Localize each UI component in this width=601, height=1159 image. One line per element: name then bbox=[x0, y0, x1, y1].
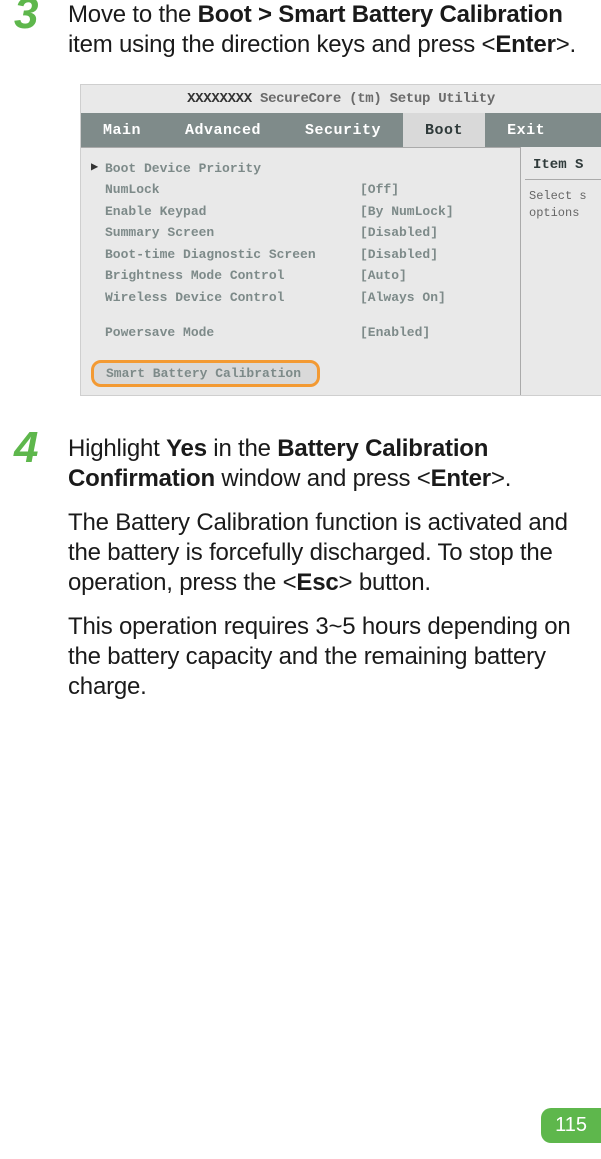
bios-screenshot: XXXXXXXX SecureCore (tm) Setup Utility M… bbox=[80, 84, 601, 396]
bold: Yes bbox=[166, 435, 207, 462]
bios-row: NumLock [Off] bbox=[91, 179, 520, 200]
bios-row-powersave: Powersave Mode [Enabled] bbox=[91, 322, 520, 343]
bios-tabs: Main Advanced Security Boot Exit bbox=[81, 113, 601, 147]
bold: Esc bbox=[296, 569, 338, 596]
step-4-p2: The Battery Calibration function is acti… bbox=[68, 508, 579, 598]
bios-tab-exit: Exit bbox=[485, 113, 567, 147]
step-number-3: 3 bbox=[14, 0, 38, 36]
bios-label: NumLock bbox=[105, 179, 360, 200]
text: > button. bbox=[339, 569, 431, 596]
bios-value: [Always On] bbox=[360, 287, 446, 308]
step-number-4: 4 bbox=[14, 426, 38, 470]
bios-label: Summary Screen bbox=[105, 222, 360, 243]
bios-title: XXXXXXXX SecureCore (tm) Setup Utility bbox=[81, 85, 601, 113]
bios-right-title: Item S bbox=[525, 147, 601, 179]
bios-label: Wireless Device Control bbox=[105, 287, 360, 308]
bold: Boot > Smart Battery Calibration bbox=[198, 1, 563, 28]
caret-spacer bbox=[91, 222, 101, 243]
text: window and press < bbox=[215, 465, 431, 492]
page-number: 115 bbox=[541, 1108, 601, 1143]
bios-left-panel: ▶ Boot Device Priority NumLock [Off] Ena… bbox=[81, 147, 521, 395]
bios-body: ▶ Boot Device Priority NumLock [Off] Ena… bbox=[81, 147, 601, 395]
bios-label: Boot-time Diagnostic Screen bbox=[105, 244, 360, 265]
bios-value: [Disabled] bbox=[360, 244, 438, 265]
bold: Enter bbox=[495, 31, 555, 58]
bios-value: [Auto] bbox=[360, 265, 407, 286]
bios-tab-boot: Boot bbox=[403, 113, 485, 147]
bios-right-panel: Item S Select s options bbox=[525, 147, 601, 395]
bios-label: Powersave Mode bbox=[105, 322, 360, 343]
caret-spacer bbox=[91, 201, 101, 222]
bios-value: [Off] bbox=[360, 179, 399, 200]
text: in the bbox=[207, 435, 277, 462]
bios-row: Boot-time Diagnostic Screen [Disabled] bbox=[91, 244, 520, 265]
step-3-text: Move to the Boot > Smart Battery Calibra… bbox=[68, 0, 579, 60]
caret-spacer bbox=[91, 287, 101, 308]
bios-right-text: Select s options bbox=[525, 180, 601, 222]
bios-row: ▶ Boot Device Priority bbox=[91, 158, 520, 179]
step-3: 3 Move to the Boot > Smart Battery Calib… bbox=[22, 0, 579, 60]
bios-value: [By NumLock] bbox=[360, 201, 454, 222]
text: Move to the bbox=[68, 1, 198, 28]
bios-title-rest: SecureCore (tm) Setup Utility bbox=[252, 91, 495, 107]
text: item using the direction keys and press … bbox=[68, 31, 495, 58]
caret-spacer bbox=[91, 265, 101, 286]
bios-row: Enable Keypad [By NumLock] bbox=[91, 201, 520, 222]
bios-tab-advanced: Advanced bbox=[163, 113, 283, 147]
text: options bbox=[529, 206, 579, 220]
text: Highlight bbox=[68, 435, 166, 462]
caret-spacer bbox=[91, 322, 101, 343]
text: >. bbox=[556, 31, 576, 58]
caret-spacer bbox=[91, 244, 101, 265]
step-4: 4 Highlight Yes in the Battery Calibrati… bbox=[22, 434, 579, 702]
bios-tab-main: Main bbox=[81, 113, 163, 147]
bios-value: [Enabled] bbox=[360, 322, 430, 343]
bios-label: Brightness Mode Control bbox=[105, 265, 360, 286]
bios-title-x: XXXXXXXX bbox=[187, 91, 252, 107]
caret-icon: ▶ bbox=[91, 158, 101, 179]
step-4-p1: Highlight Yes in the Battery Calibration… bbox=[68, 434, 579, 494]
bios-row: Summary Screen [Disabled] bbox=[91, 222, 520, 243]
text: Select s bbox=[529, 189, 587, 203]
caret-spacer bbox=[91, 179, 101, 200]
bold: Enter bbox=[431, 465, 491, 492]
bios-highlight-smart-battery: Smart Battery Calibration bbox=[91, 360, 320, 387]
bios-value: [Disabled] bbox=[360, 222, 438, 243]
step-4-p3: This operation requires 3~5 hours depend… bbox=[68, 612, 579, 702]
bios-label: Boot Device Priority bbox=[105, 158, 360, 179]
text: >. bbox=[491, 465, 511, 492]
bios-tab-security: Security bbox=[283, 113, 403, 147]
bios-row: Wireless Device Control [Always On] bbox=[91, 287, 520, 308]
bios-label: Enable Keypad bbox=[105, 201, 360, 222]
bios-row: Brightness Mode Control [Auto] bbox=[91, 265, 520, 286]
